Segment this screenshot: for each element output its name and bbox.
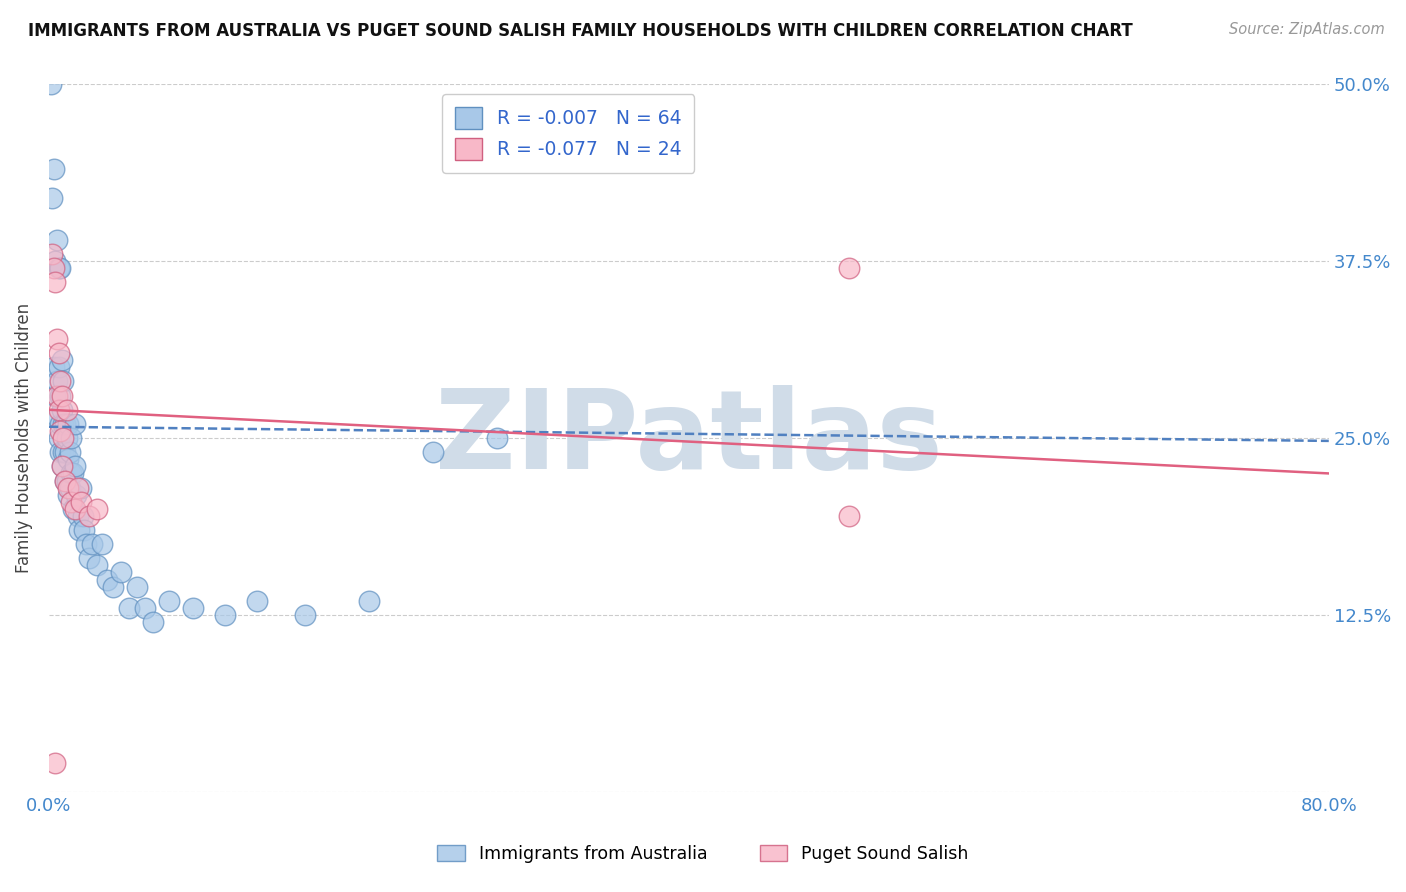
Point [53, 474, 76, 488]
Point [60, 431, 83, 445]
Text: IMMIGRANTS FROM AUSTRALIA VS PUGET SOUND SALISH FAMILY HOUSEHOLDS WITH CHILDREN : IMMIGRANTS FROM AUSTRALIA VS PUGET SOUND… [28, 22, 1133, 40]
Point [46, 389, 69, 403]
Point [42, 162, 65, 177]
Point [485, 431, 508, 445]
Point [246, 593, 269, 607]
Point [62, 501, 84, 516]
Point [46, 233, 69, 247]
Point [55, 402, 77, 417]
Point [422, 445, 444, 459]
Point [110, 566, 132, 580]
Point [41, 247, 63, 261]
Point [77, 508, 100, 523]
Point [63, 501, 86, 516]
Point [41, 78, 63, 92]
Point [294, 607, 316, 622]
Point [86, 501, 108, 516]
Point [53, 474, 76, 488]
Point [66, 508, 89, 523]
Point [63, 417, 86, 431]
Point [56, 417, 79, 431]
Point [51, 402, 73, 417]
Point [142, 615, 165, 629]
Point [48, 360, 70, 375]
Point [46, 375, 69, 389]
Point [56, 488, 79, 502]
Point [75, 537, 97, 551]
Legend: Immigrants from Australia, Puget Sound Salish: Immigrants from Australia, Puget Sound S… [430, 838, 976, 870]
Text: ZIPatlas: ZIPatlas [434, 384, 943, 491]
Point [70, 481, 93, 495]
Point [53, 445, 76, 459]
Point [59, 445, 82, 459]
Point [49, 375, 72, 389]
Point [44, 254, 66, 268]
Point [46, 332, 69, 346]
Point [55, 431, 77, 445]
Point [48, 402, 70, 417]
Point [67, 523, 90, 537]
Point [157, 593, 180, 607]
Point [214, 607, 236, 622]
Point [52, 417, 75, 431]
Point [55, 474, 77, 488]
Point [49, 389, 72, 403]
Point [51, 353, 73, 368]
Point [66, 481, 89, 495]
Point [838, 508, 860, 523]
Point [52, 375, 75, 389]
Point [49, 417, 72, 431]
Point [65, 488, 87, 502]
Point [59, 481, 82, 495]
Point [56, 452, 79, 467]
Point [90, 537, 112, 551]
Point [51, 389, 73, 403]
Point [52, 431, 75, 445]
Point [46, 409, 69, 424]
Point [60, 467, 83, 481]
Point [101, 580, 124, 594]
Point [82, 537, 104, 551]
Point [72, 508, 94, 523]
Point [181, 600, 204, 615]
Point [44, 276, 66, 290]
Point [41, 191, 63, 205]
Point [42, 360, 65, 375]
Point [51, 459, 73, 474]
Text: Source: ZipAtlas.com: Source: ZipAtlas.com [1229, 22, 1385, 37]
Point [42, 261, 65, 276]
Point [118, 600, 141, 615]
Y-axis label: Family Households with Children: Family Households with Children [15, 303, 32, 574]
Point [48, 261, 70, 276]
Point [44, 756, 66, 771]
Point [53, 417, 76, 431]
Point [73, 523, 96, 537]
Point [60, 494, 83, 508]
Point [51, 459, 73, 474]
Point [62, 467, 84, 481]
Point [49, 261, 72, 276]
Point [48, 431, 70, 445]
Point [56, 481, 79, 495]
Point [70, 494, 93, 508]
Point [63, 459, 86, 474]
Point [134, 600, 156, 615]
Point [77, 551, 100, 566]
Point [96, 573, 118, 587]
Point [52, 445, 75, 459]
Legend: R = -0.007   N = 64, R = -0.077   N = 24: R = -0.007 N = 64, R = -0.077 N = 24 [443, 94, 695, 173]
Point [49, 424, 72, 438]
Point [44, 389, 66, 403]
Point [125, 580, 148, 594]
Point [838, 261, 860, 276]
Point [49, 445, 72, 459]
Point [357, 593, 380, 607]
Point [48, 346, 70, 360]
Point [86, 558, 108, 573]
